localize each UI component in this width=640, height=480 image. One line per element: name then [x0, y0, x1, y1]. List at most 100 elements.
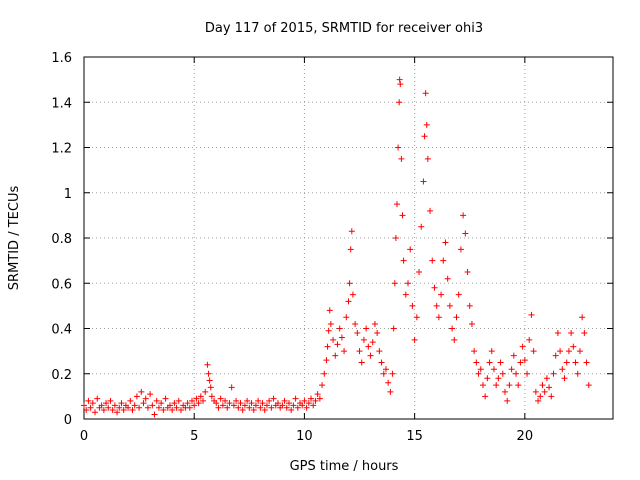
- data-point: [173, 404, 180, 411]
- data-point: [193, 395, 200, 402]
- data-point: [396, 99, 403, 106]
- y-tick-label: 1: [64, 187, 72, 202]
- data-point: [427, 207, 434, 214]
- data-point: [532, 388, 539, 395]
- data-point: [349, 291, 356, 298]
- data-point: [367, 352, 374, 359]
- data-point: [369, 339, 376, 346]
- data-point: [171, 400, 178, 407]
- data-point: [158, 400, 165, 407]
- data-point: [81, 402, 87, 409]
- data-point: [574, 370, 581, 377]
- data-point: [127, 397, 134, 404]
- data-points: [81, 76, 592, 418]
- data-point: [83, 406, 90, 413]
- y-tick-label: 0.8: [51, 232, 72, 247]
- data-point: [526, 336, 533, 343]
- data-point: [495, 375, 502, 382]
- data-point: [552, 352, 559, 359]
- data-point: [537, 393, 544, 400]
- data-point: [160, 406, 167, 413]
- data-point: [421, 133, 428, 140]
- data-point: [120, 406, 127, 413]
- data-point: [543, 375, 550, 382]
- data-point: [136, 404, 143, 411]
- data-point: [528, 311, 535, 318]
- data-point: [125, 404, 132, 411]
- data-point: [166, 402, 173, 409]
- data-point: [205, 370, 212, 377]
- data-point: [239, 406, 246, 413]
- data-point: [422, 90, 429, 97]
- data-point: [431, 284, 438, 291]
- data-point: [219, 402, 226, 409]
- data-point: [530, 348, 537, 355]
- data-point: [360, 336, 367, 343]
- data-point: [365, 343, 372, 350]
- data-point: [105, 404, 112, 411]
- data-point: [548, 393, 555, 400]
- data-point: [330, 336, 337, 343]
- data-point: [535, 397, 542, 404]
- data-point: [581, 330, 588, 337]
- data-point: [420, 178, 427, 185]
- x-tick-label: 10: [296, 429, 313, 444]
- data-point: [319, 382, 326, 389]
- data-point: [98, 402, 105, 409]
- x-tick-label: 15: [406, 429, 423, 444]
- data-point: [259, 400, 266, 407]
- data-point: [550, 370, 557, 377]
- data-point: [508, 366, 515, 373]
- data-point: [354, 330, 361, 337]
- data-point: [338, 334, 345, 341]
- data-point: [348, 228, 355, 235]
- data-point: [204, 361, 211, 368]
- data-point: [326, 307, 333, 314]
- data-point: [290, 402, 297, 409]
- grid-lines: [84, 57, 613, 419]
- data-point: [301, 397, 308, 404]
- data-point: [515, 382, 522, 389]
- data-point: [462, 230, 469, 237]
- data-point: [100, 406, 107, 413]
- data-point: [541, 388, 548, 395]
- data-point: [142, 395, 149, 402]
- data-point: [217, 395, 224, 402]
- data-point: [314, 391, 321, 398]
- data-point: [316, 395, 323, 402]
- data-point: [131, 402, 138, 409]
- data-point: [85, 397, 92, 404]
- data-point: [336, 325, 343, 332]
- data-point: [396, 76, 403, 83]
- data-point: [546, 384, 553, 391]
- data-point: [266, 397, 273, 404]
- data-point: [195, 400, 202, 407]
- data-point: [323, 357, 330, 364]
- data-point: [107, 397, 114, 404]
- data-point: [299, 402, 306, 409]
- data-point: [519, 343, 526, 350]
- data-point: [449, 325, 456, 332]
- data-point: [155, 404, 162, 411]
- data-point: [310, 402, 317, 409]
- data-point: [114, 409, 121, 416]
- data-point: [261, 406, 268, 413]
- data-point: [374, 330, 381, 337]
- data-point: [162, 395, 169, 402]
- data-point: [393, 201, 400, 208]
- data-point: [237, 400, 244, 407]
- data-point: [230, 402, 237, 409]
- data-point: [252, 402, 259, 409]
- data-point: [103, 400, 110, 407]
- data-point: [583, 359, 590, 366]
- data-point: [524, 370, 531, 377]
- data-point: [539, 382, 546, 389]
- data-point: [413, 314, 420, 321]
- data-point: [224, 404, 231, 411]
- y-tick-label: 0.2: [51, 368, 72, 383]
- data-point: [111, 402, 118, 409]
- data-point: [274, 400, 281, 407]
- y-tick-label: 0.4: [51, 323, 72, 338]
- data-point: [358, 359, 365, 366]
- data-point: [235, 404, 242, 411]
